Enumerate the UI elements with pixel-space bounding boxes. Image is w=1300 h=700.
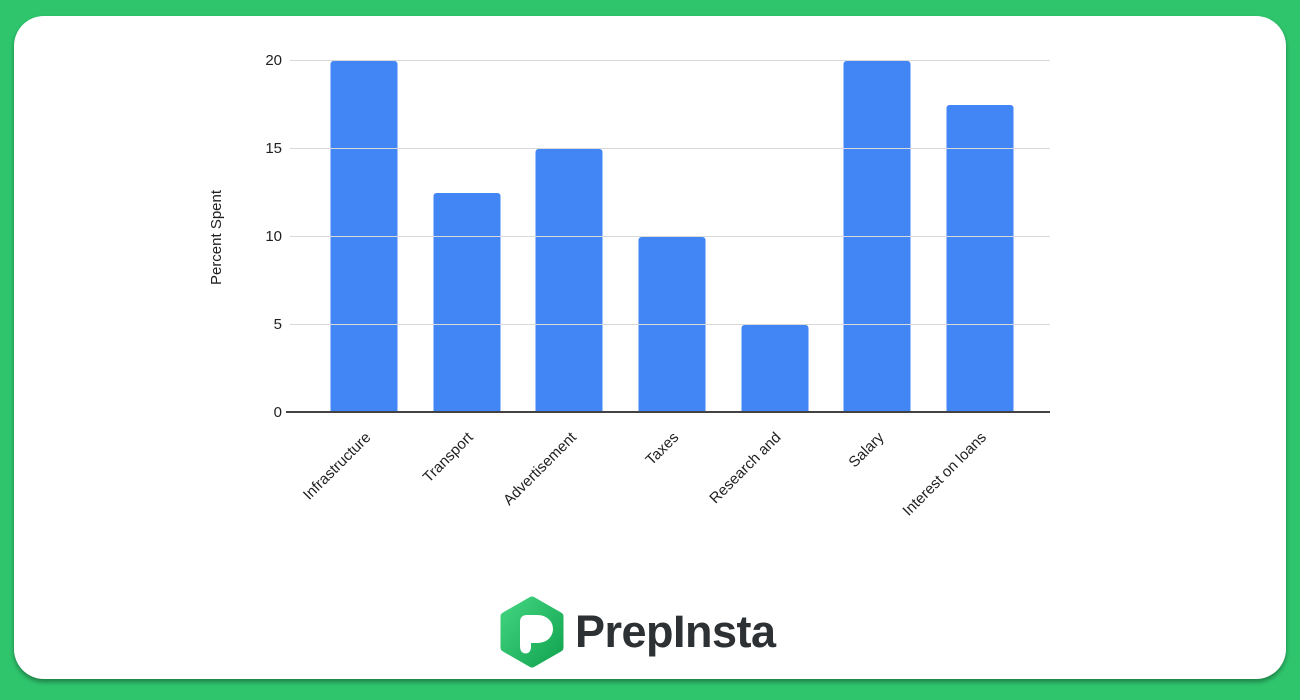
- y-tick-label: 5: [273, 316, 282, 333]
- bar: [433, 193, 501, 413]
- x-axis-line: [286, 411, 1050, 413]
- x-category-label: Advertisement: [499, 429, 580, 509]
- y-tick-label: 15: [265, 140, 282, 157]
- x-category-label: Research and: [706, 429, 785, 508]
- bar-slot: [621, 61, 724, 413]
- x-category-label: Interest on loans: [899, 429, 990, 520]
- x-category-label: Taxes: [642, 429, 683, 469]
- y-tick-label: 20: [265, 52, 282, 69]
- bar: [741, 325, 809, 413]
- bar-slot: [723, 61, 826, 413]
- x-category-label: Infrastructure: [299, 429, 375, 504]
- chart-card: Percent Spent 0 5 10 15 20 Infrastructure Tra…: [14, 16, 1286, 679]
- bar-slot: [313, 61, 416, 413]
- bar: [638, 237, 706, 413]
- bar-slot: [518, 61, 621, 413]
- gridline: [290, 60, 1050, 61]
- x-category-label: Transport: [419, 429, 477, 487]
- bar-slot: [826, 61, 929, 413]
- gridline: [290, 236, 1050, 237]
- logo-text: PrepInsta: [575, 606, 776, 657]
- bar: [330, 61, 398, 413]
- bar-slot: [928, 61, 1031, 413]
- bar: [946, 105, 1014, 413]
- prepinsta-logo: PrepInsta: [500, 595, 776, 669]
- x-category-label: Salary: [845, 429, 888, 472]
- bars-container: [313, 61, 1031, 413]
- bar-slot: [416, 61, 519, 413]
- y-tick-label: 10: [265, 228, 282, 245]
- bar: [843, 61, 911, 413]
- gridline: [290, 324, 1050, 325]
- gridline: [290, 148, 1050, 149]
- prepinsta-hexagon-p-icon: [500, 596, 564, 668]
- y-tick-label: 0: [273, 404, 282, 421]
- plot-area: [286, 60, 1050, 413]
- bar: [535, 149, 603, 413]
